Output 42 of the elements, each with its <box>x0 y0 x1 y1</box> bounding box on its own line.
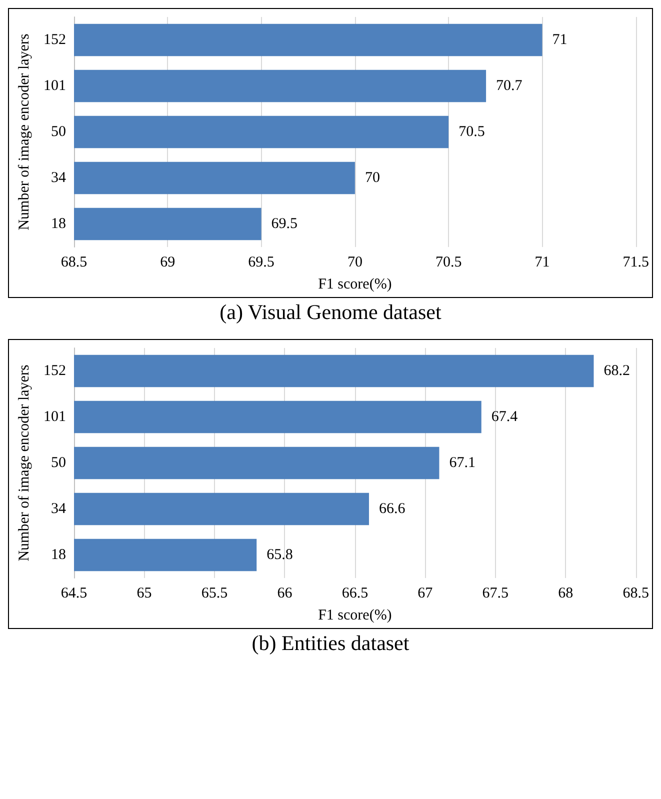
x-tick-label: 71 <box>534 254 550 270</box>
x-tick-label: 69.5 <box>248 254 274 270</box>
x-tick-label: 67 <box>418 586 434 602</box>
text: (a) Visual Genome dataset <box>218 300 442 325</box>
y-tick-label: 34 <box>51 501 66 517</box>
x-tick-label: 70 <box>347 254 362 270</box>
x-tick-label: 68 <box>558 586 574 602</box>
data-label: 67.4 <box>491 409 518 425</box>
x-tick-label: 67.5 <box>482 586 509 602</box>
x-tick-label: 66 <box>277 586 293 602</box>
x-tick-label: 66.5 <box>342 586 368 602</box>
data-label: 67.1 <box>449 455 476 471</box>
x-axis-title: F1 score(%) <box>318 276 392 292</box>
y-axis-title: Number of image encoder layers <box>16 34 32 230</box>
data-label: 70.7 <box>496 78 523 94</box>
y-axis-title: Number of image encoder layers <box>16 364 32 562</box>
x-tick-label: 71.5 <box>622 254 649 270</box>
data-label: 68.2 <box>604 363 630 379</box>
x-tick-label: 69 <box>160 254 176 270</box>
data-label: 71 <box>552 32 568 48</box>
y-tick-label: 34 <box>51 170 66 186</box>
data-label: 69.5 <box>271 216 298 232</box>
x-tick-label: 68.5 <box>60 254 88 270</box>
y-tick-label: 152 <box>44 32 66 48</box>
x-tick-label: 65.5 <box>201 586 228 602</box>
y-tick-label: 18 <box>51 216 66 232</box>
x-tick-label: 70.5 <box>435 254 462 270</box>
data-label: 65.8 <box>266 547 293 563</box>
data-label: 66.6 <box>378 501 406 517</box>
y-tick-label: 101 <box>44 409 66 425</box>
x-tick-label: 65 <box>136 586 152 602</box>
y-tick-label: 50 <box>51 455 66 471</box>
x-axis-title: F1 score(%) <box>318 608 392 624</box>
y-tick-label: 101 <box>44 78 66 94</box>
y-tick-label: 50 <box>51 124 66 140</box>
x-tick-label: 64.5 <box>60 586 88 602</box>
data-label: 70.5 <box>458 124 485 140</box>
y-tick-label: 18 <box>51 547 66 563</box>
y-tick-label: 152 <box>44 363 66 379</box>
x-tick-label: 68.5 <box>622 586 649 602</box>
text: (b) Entities dataset <box>250 631 410 656</box>
data-label: 70 <box>364 170 380 186</box>
